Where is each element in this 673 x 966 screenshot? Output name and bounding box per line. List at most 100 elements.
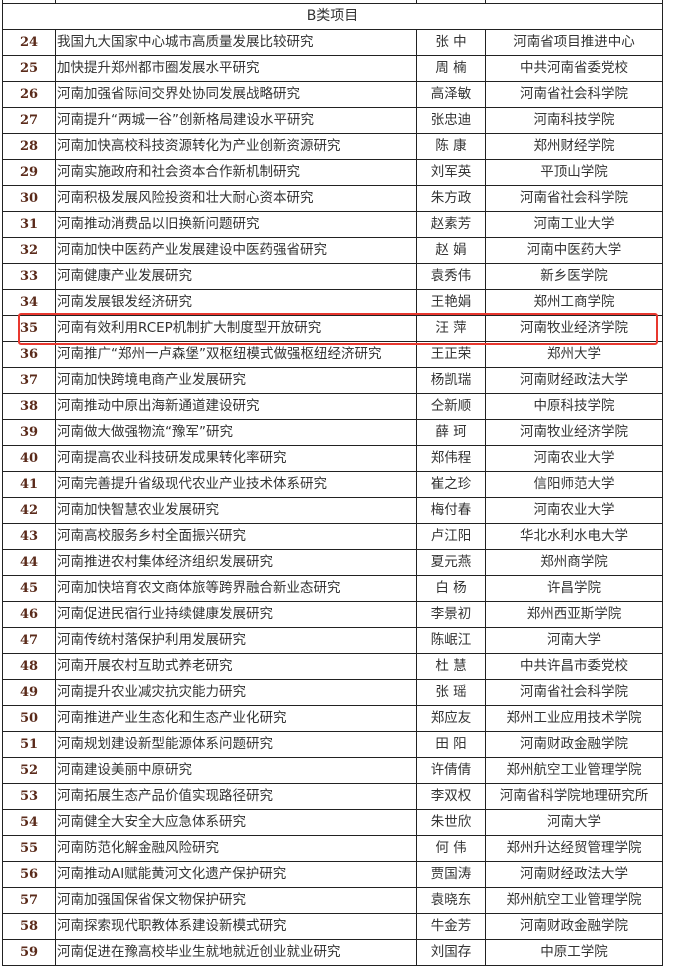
organization: 河南省社会科学院 [485,81,663,108]
row-number: 35 [2,315,56,342]
table-row: 28 河南加快高校科技资源转化为产业创新资源研究陈 康郑州财经学院 [2,133,663,160]
project-leader: 薛 珂 [416,419,486,446]
table-row-highlighted: 35 河南有效利用RCEP机制扩大制度型开放研究汪 萍河南牧业经济学院 [2,315,663,342]
row-number: 52 [2,757,56,784]
row-number: 46 [2,601,56,628]
row-number: 30 [2,185,56,212]
organization: 郑州升达经贸管理学院 [485,835,663,862]
organization: 郑州工业应用技术学院 [485,705,663,732]
table-row: 53 河南拓展生态产品价值实现路径研究 李双权 河南省科学院地理研究所 [2,783,663,810]
section-title: B类项目 [2,3,663,30]
row-number: 37 [2,367,56,394]
row-number: 33 [2,263,56,290]
project-leader: 王艳娟 [416,289,486,316]
row-number: 24 [2,29,56,56]
table-row: 24 我国九大国家中心城市高质量发展比较研究张 中河南省项目推进中心 [2,29,663,56]
table-row: 56 河南推动AI赋能黄河文化遗产保护研究 贾国涛 河南财经政法大学 [2,861,663,888]
row-number: 44 [2,549,56,576]
project-title: 河南做大做强物流“豫军”研究 [55,419,417,446]
organization: 许昌学院 [485,575,663,602]
row-number: 51 [2,731,56,758]
project-leader: 刘国存 [416,939,486,966]
project-title: 河南开展农村互助式养老研究 [55,653,417,680]
section-header-row: B类项目 [2,3,663,30]
table-row: 36 河南推广“郑州一卢森堡”双枢纽模式做强枢纽经济研究 王正荣 郑州大学 [2,341,663,368]
table-row: 59 河南促进在豫高校毕业生就地就近创业就业研究 刘国存 中原工学院 [2,939,663,966]
project-title: 河南高校服务乡村全面振兴研究 [55,523,417,550]
project-title: 河南加快智慧农业发展研究 [55,497,417,524]
organization: 河南财经政法大学 [485,861,663,888]
project-leader: 周 楠 [416,55,486,82]
organization: 河南省社会科学院 [485,185,663,212]
project-leader: 田 阳 [416,731,486,758]
organization: 中原科技学院 [485,393,663,420]
project-title: 河南促进在豫高校毕业生就地就近创业就业研究 [55,939,417,966]
table-row: 52 河南建设美丽中原研究 许倩倩 郑州航空工业管理学院 [2,757,663,784]
project-title: 河南加快中医药产业发展建设中医药强省研究 [55,237,417,264]
project-leader: 朱世欣 [416,809,486,836]
project-title: 河南提升农业减灾抗灾能力研究 [55,679,417,706]
row-number: 28 [2,133,56,160]
organization: 郑州西亚斯学院 [485,601,663,628]
table-row: 38 河南推动中原出海新通道建设研究 仝新顺 中原科技学院 [2,393,663,420]
project-title: 河南有效利用RCEP机制扩大制度型开放研究 [55,315,417,342]
project-leader: 夏元燕 [416,549,486,576]
row-number: 57 [2,887,56,914]
project-title: 河南加强国保省保文物保护研究 [55,887,417,914]
table-row: 45 河南加快培育农文商体旅等跨界融合新业态研究白 杨许昌学院 [2,575,663,602]
project-title: 河南防范化解金融风险研究 [55,835,417,862]
project-title: 河南积极发展风险投资和壮大耐心资本研究 [55,185,417,212]
table-row: 50 河南推进产业生态化和生态产业化研究 郑应友 郑州工业应用技术学院 [2,705,663,732]
organization: 中原工学院 [485,939,663,966]
table-row: 32 河南加快中医药产业发展建设中医药强省研究赵 娟河南中医药大学 [2,237,663,264]
project-title: 河南探索现代职教体系建设新模式研究 [55,913,417,940]
organization: 河南大学 [485,809,663,836]
project-title: 河南发展银发经济研究 [55,289,417,316]
row-number: 40 [2,445,56,472]
project-leader: 汪 萍 [416,315,486,342]
project-leader: 牛金芳 [416,913,486,940]
project-leader: 张 中 [416,29,486,56]
project-title: 河南促进民宿行业持续健康发展研究 [55,601,417,628]
project-leader: 何 伟 [416,835,486,862]
project-title: 河南实施政府和社会资本合作新机制研究 [55,159,417,186]
table-row: 25 加快提升郑州都市圈发展水平研究周 楠中共河南省委党校 [2,55,663,82]
table-row: 39 河南做大做强物流“豫军”研究薛 珂河南牧业经济学院 [2,419,663,446]
project-leader: 张 瑶 [416,679,486,706]
row-number: 34 [2,289,56,316]
organization: 平顶山学院 [485,159,663,186]
project-title: 加快提升郑州都市圈发展水平研究 [55,55,417,82]
project-title: 河南推动中原出海新通道建设研究 [55,393,417,420]
row-number: 49 [2,679,56,706]
table-row: 42 河南加快智慧农业发展研究 梅付春 河南农业大学 [2,497,663,524]
project-leader: 许倩倩 [416,757,486,784]
row-number: 55 [2,835,56,862]
table-row: 57 河南加强国保省保文物保护研究 袁晓东 郑州航空工业管理学院 [2,887,663,914]
organization: 郑州工商学院 [485,289,663,316]
row-number: 58 [2,913,56,940]
organization: 郑州大学 [485,341,663,368]
organization: 中共许昌市委党校 [485,653,663,680]
row-number: 41 [2,471,56,498]
row-number: 32 [2,237,56,264]
row-number: 26 [2,81,56,108]
project-title: 河南拓展生态产品价值实现路径研究 [55,783,417,810]
row-number: 39 [2,419,56,446]
organization: 河南农业大学 [485,497,663,524]
organization: 信阳师范大学 [485,471,663,498]
project-leader: 赵素芳 [416,211,486,238]
project-title: 河南提高农业科技研发成果转化率研究 [55,445,417,472]
project-leader: 杨凯瑞 [416,367,486,394]
row-number: 54 [2,809,56,836]
project-title: 河南加快高校科技资源转化为产业创新资源研究 [55,133,417,160]
row-number: 27 [2,107,56,134]
project-title: 河南推进农村集体经济组织发展研究 [55,549,417,576]
table-row: 47 河南传统村落保护利用发展研究 陈岷江 河南大学 [2,627,663,654]
row-number: 56 [2,861,56,888]
organization: 新乡医学院 [485,263,663,290]
table-row: 55 河南防范化解金融风险研究何 伟郑州升达经贸管理学院 [2,835,663,862]
project-leader: 赵 娟 [416,237,486,264]
table-row: 49 河南提升农业减灾抗灾能力研究张 瑶河南省社会科学院 [2,679,663,706]
project-title: 河南推动消费品以旧换新问题研究 [55,211,417,238]
